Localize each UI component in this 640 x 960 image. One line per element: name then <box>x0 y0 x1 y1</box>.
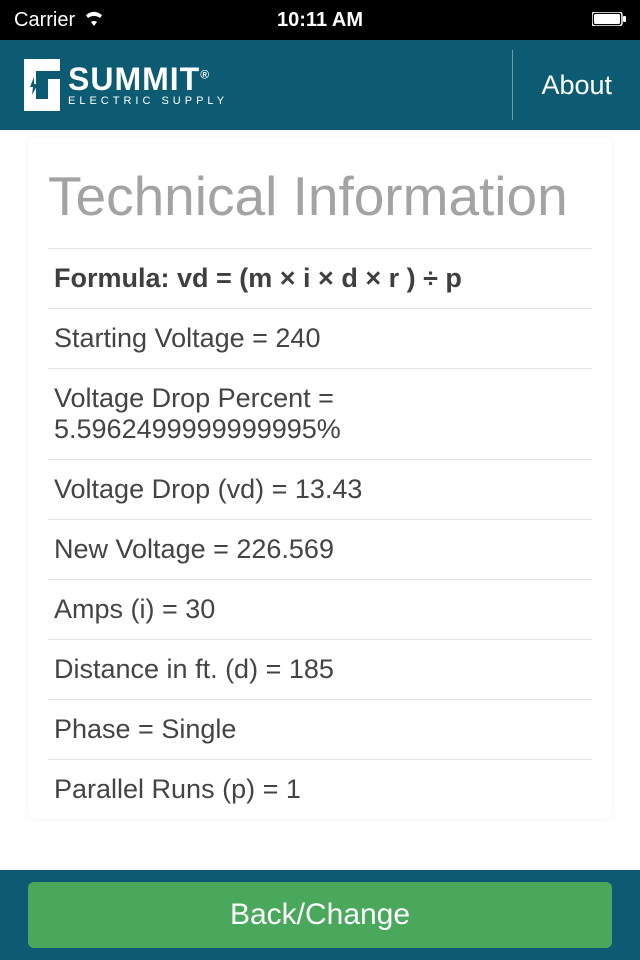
battery-icon <box>592 9 626 32</box>
carrier-label: Carrier <box>14 9 75 32</box>
formula-row: Formula: vd = (m × i × d × r ) ÷ p <box>48 248 592 308</box>
data-row: Distance in ft. (d) = 185 <box>48 639 592 699</box>
brand-sub: ELECTRIC SUPPLY <box>68 95 228 107</box>
about-button[interactable]: About <box>512 50 640 120</box>
wifi-icon <box>83 9 105 32</box>
status-right <box>592 9 626 32</box>
status-time: 10:11 AM <box>277 9 363 32</box>
logo: SUMMIT® ELECTRIC SUPPLY <box>24 59 228 111</box>
bottom-bar: Back/Change <box>0 870 640 960</box>
status-left: Carrier <box>14 9 105 32</box>
status-bar: Carrier 10:11 AM <box>0 0 640 40</box>
data-row: Voltage Drop (vd) = 13.43 <box>48 459 592 519</box>
data-row: Amps (i) = 30 <box>48 579 592 639</box>
info-card: Technical Information Formula: vd = (m ×… <box>28 138 612 819</box>
data-row: Phase = Single <box>48 699 592 759</box>
back-change-button[interactable]: Back/Change <box>28 882 612 948</box>
data-row: Parallel Runs (p) = 1 <box>48 759 592 819</box>
data-row: New Voltage = 226.569 <box>48 519 592 579</box>
brand-main: SUMMIT® <box>68 63 228 95</box>
content: Technical Information Formula: vd = (m ×… <box>0 130 640 890</box>
page-title: Technical Information <box>48 168 592 226</box>
data-row: Starting Voltage = 240 <box>48 308 592 368</box>
app-header: SUMMIT® ELECTRIC SUPPLY About <box>0 40 640 130</box>
logo-icon <box>24 59 60 111</box>
data-row: Voltage Drop Percent = 5.596249999999999… <box>48 368 592 459</box>
